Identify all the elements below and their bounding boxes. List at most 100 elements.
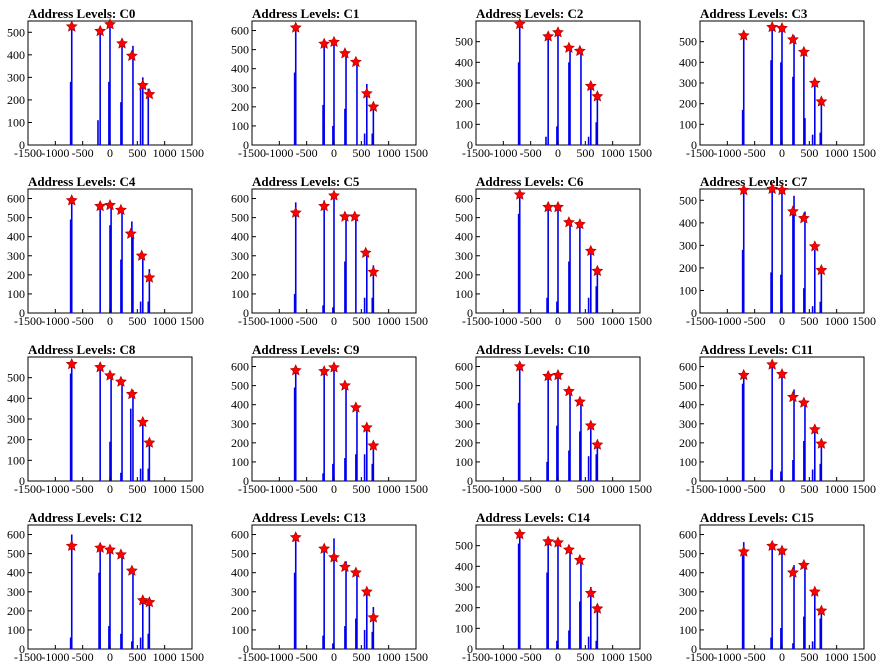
y-tick-label: 100 xyxy=(679,283,697,297)
y-tick-label: 100 xyxy=(231,623,249,637)
peak-marker xyxy=(65,194,78,206)
x-tick-label: -500 xyxy=(744,482,766,496)
chart-svg: Address Levels: C6 0 100 200 300 400 500 600 -15… xyxy=(455,174,652,328)
x-tick-label: -1000 xyxy=(713,650,741,664)
y-tick-label: 300 xyxy=(7,249,25,263)
peak-marker xyxy=(124,227,137,239)
chart-title: Address Levels: C8 xyxy=(28,342,136,357)
y-tick-label: 200 xyxy=(455,268,473,282)
peak-marker xyxy=(737,29,750,41)
y-tick-label: 0 xyxy=(467,642,473,656)
x-tick-label: 1500 xyxy=(180,146,204,160)
peak-marker xyxy=(328,551,340,563)
peak-marker xyxy=(737,183,750,196)
peak-marker xyxy=(289,531,302,543)
y-tick-label: 0 xyxy=(19,474,25,488)
peak-marker xyxy=(104,369,116,381)
x-tick-label: 500 xyxy=(352,650,370,664)
peak-marker xyxy=(513,17,526,30)
chart-panel: Address Levels: C2 0 100 200 300 400 500 -1500-… xyxy=(448,0,672,168)
peak-marker xyxy=(367,611,380,623)
y-tick-label: 400 xyxy=(7,391,25,405)
peak-marker xyxy=(797,558,810,571)
x-tick-label: 500 xyxy=(800,482,818,496)
y-tick-label: 100 xyxy=(231,287,249,301)
y-tick-label: 100 xyxy=(455,117,473,131)
x-tick-label: 1000 xyxy=(377,146,401,160)
y-tick-label: 600 xyxy=(231,360,249,374)
peak-marker xyxy=(318,199,331,212)
peak-marker xyxy=(289,21,302,33)
x-tick-label: 0 xyxy=(331,314,337,328)
y-tick-label: 600 xyxy=(679,360,697,374)
x-tick-label: 0 xyxy=(555,314,561,328)
y-tick-label: 400 xyxy=(679,566,697,580)
x-tick-label: -1500 xyxy=(14,146,42,160)
chart-panel: Address Levels: C0 0 100 200 300 400 500 -1500-… xyxy=(0,0,224,168)
x-tick-label: 500 xyxy=(800,650,818,664)
y-tick-label: 400 xyxy=(455,398,473,412)
peak-marker xyxy=(562,41,575,53)
y-tick-label: 400 xyxy=(679,398,697,412)
peak-marker xyxy=(94,541,107,553)
x-tick-label: 1000 xyxy=(601,314,625,328)
y-tick-label: 300 xyxy=(679,417,697,431)
peak-marker xyxy=(338,379,351,391)
y-tick-label: 500 xyxy=(455,379,473,393)
x-tick-label: 500 xyxy=(576,482,594,496)
chart-panel: Address Levels: C11 0 100 200 300 400 500 600 -1… xyxy=(672,336,896,504)
chart-svg: Address Levels: C70100200300400500-1500-… xyxy=(679,174,876,328)
y-tick-label: 100 xyxy=(679,623,697,637)
peak-marker xyxy=(318,542,331,554)
x-tick-label: 1500 xyxy=(852,650,876,664)
x-tick-label: 0 xyxy=(107,650,113,664)
peak-marker xyxy=(513,188,526,200)
peak-marker xyxy=(125,49,138,62)
x-tick-label: -500 xyxy=(296,146,318,160)
peak-marker xyxy=(776,183,788,196)
x-tick-label: 1500 xyxy=(404,314,428,328)
y-tick-label: 300 xyxy=(455,76,473,90)
peak-marker xyxy=(797,212,810,224)
y-tick-label: 300 xyxy=(7,70,25,84)
x-tick-label: 1500 xyxy=(628,650,652,664)
x-tick-label: -1000 xyxy=(489,146,517,160)
peak-marker xyxy=(584,586,597,599)
chart-title: Address Levels: C14 xyxy=(476,510,590,525)
chart-title: Address Levels: C13 xyxy=(252,510,366,525)
peak-marker xyxy=(360,87,373,99)
x-tick-label: -1500 xyxy=(686,146,714,160)
y-tick-label: 600 xyxy=(679,528,697,542)
x-tick-label: -1000 xyxy=(41,314,69,328)
peak-marker xyxy=(318,365,331,377)
x-tick-label: -1000 xyxy=(41,650,69,664)
peak-marker xyxy=(338,47,351,59)
peak-marker xyxy=(125,387,138,400)
peak-marker xyxy=(114,203,127,215)
peak-marker xyxy=(513,528,526,540)
x-tick-label: 500 xyxy=(576,650,594,664)
x-tick-label: 500 xyxy=(576,314,594,328)
x-tick-label: -500 xyxy=(520,650,542,664)
peak-marker xyxy=(143,271,156,283)
x-tick-label: 1000 xyxy=(153,650,177,664)
x-tick-label: 0 xyxy=(779,650,785,664)
peak-marker xyxy=(348,210,361,222)
y-tick-label: 400 xyxy=(7,566,25,580)
y-tick-label: 200 xyxy=(679,436,697,450)
y-tick-label: 0 xyxy=(691,306,697,320)
x-tick-label: 1000 xyxy=(825,482,849,496)
x-tick-label: -500 xyxy=(520,314,542,328)
y-tick-label: 0 xyxy=(19,642,25,656)
chart-panel: Address Levels: C12 0 100 200 300 400 500 600 -1… xyxy=(0,504,224,672)
y-tick-label: 0 xyxy=(467,306,473,320)
peak-marker xyxy=(542,30,555,42)
x-tick-label: 0 xyxy=(555,650,561,664)
peak-marker xyxy=(360,585,373,597)
x-tick-label: 0 xyxy=(331,146,337,160)
y-tick-label: 200 xyxy=(231,100,249,114)
x-tick-label: 500 xyxy=(800,146,818,160)
peak-marker xyxy=(349,401,362,413)
y-tick-label: 500 xyxy=(231,379,249,393)
peak-marker xyxy=(328,361,340,373)
